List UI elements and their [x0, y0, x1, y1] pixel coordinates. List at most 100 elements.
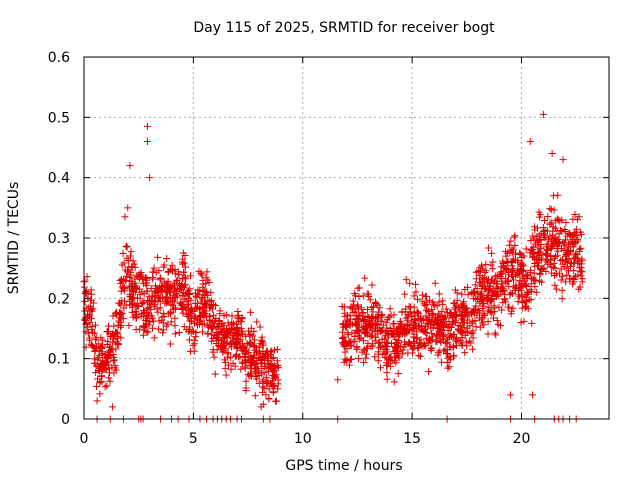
data-point [139, 280, 147, 288]
data-point [409, 345, 417, 353]
y-axis-label: SRMTID / TECUs [6, 182, 22, 295]
y-tick-label: 0.3 [48, 231, 70, 247]
data-point [502, 252, 510, 260]
data-point [575, 285, 583, 293]
data-point [127, 248, 135, 256]
data-point [355, 335, 363, 343]
data-point [365, 320, 373, 328]
data-point [246, 352, 254, 360]
data-point [90, 329, 98, 337]
data-point [489, 288, 497, 296]
y-tick-label: 0 [61, 412, 70, 428]
data-point [411, 280, 419, 288]
data-point [459, 316, 467, 324]
data-point [491, 329, 499, 337]
data-point [507, 259, 515, 267]
data-point [93, 397, 101, 405]
data-point [538, 278, 546, 286]
data-point [458, 290, 466, 298]
data-point [118, 309, 126, 317]
data-point [158, 313, 166, 321]
data-point [509, 255, 517, 263]
data-point [173, 290, 181, 298]
data-point [166, 288, 174, 296]
data-point [532, 276, 540, 284]
data-point [156, 276, 164, 284]
data-point [162, 299, 170, 307]
data-point [242, 377, 250, 385]
data-point [340, 339, 348, 347]
data-point [368, 281, 376, 289]
data-point [425, 334, 433, 342]
data-point [558, 295, 566, 303]
data-point [562, 218, 570, 226]
data-point [222, 371, 230, 379]
data-point [357, 334, 365, 342]
data-point [531, 283, 539, 291]
data-point [428, 305, 436, 313]
data-point [221, 364, 229, 372]
data-point [478, 262, 486, 270]
data-point [227, 365, 235, 373]
data-point [453, 289, 461, 297]
data-point [268, 362, 276, 370]
data-point [171, 304, 179, 312]
data-point [549, 263, 557, 271]
data-point [245, 348, 253, 356]
data-point [355, 354, 363, 362]
data-point [541, 217, 549, 225]
data-point [173, 293, 181, 301]
data-point [421, 341, 429, 349]
data-point [482, 260, 490, 268]
data-point [149, 275, 157, 283]
data-point [87, 296, 95, 304]
data-point [105, 364, 113, 372]
data-point [484, 307, 492, 315]
data-point [250, 342, 258, 350]
data-point [126, 290, 134, 298]
data-point [577, 272, 585, 280]
data-point [150, 298, 158, 306]
data-point [574, 237, 582, 245]
data-point [504, 278, 512, 286]
data-point [528, 287, 536, 295]
data-point [255, 379, 263, 387]
data-point [406, 308, 414, 316]
data-point [396, 322, 404, 330]
data-point [497, 322, 505, 330]
data-point [423, 301, 431, 309]
data-point [508, 272, 516, 280]
data-point [355, 323, 363, 331]
data-point [444, 364, 452, 372]
data-point [90, 355, 98, 363]
data-point [480, 284, 488, 292]
data-point [516, 277, 524, 285]
data-point [86, 318, 94, 326]
data-point [130, 284, 138, 292]
data-point [390, 311, 398, 319]
data-point [472, 294, 480, 302]
data-point [259, 341, 267, 349]
data-point [489, 265, 497, 273]
data-point [154, 253, 162, 261]
data-point [452, 286, 460, 294]
data-point [104, 337, 112, 345]
data-point [542, 257, 550, 265]
data-point [181, 273, 189, 281]
data-point [482, 267, 490, 275]
data-point [359, 308, 367, 316]
data-point [541, 234, 549, 242]
data-point [246, 308, 254, 316]
data-point [517, 284, 525, 292]
data-point [344, 331, 352, 339]
data-point [492, 331, 500, 339]
data-point [354, 316, 362, 324]
data-point [554, 240, 562, 248]
data-point [159, 329, 167, 337]
data-point [549, 192, 557, 200]
data-point [413, 334, 421, 342]
data-point [176, 286, 184, 294]
data-point [208, 337, 216, 345]
data-point [413, 295, 421, 303]
data-point [355, 305, 363, 313]
